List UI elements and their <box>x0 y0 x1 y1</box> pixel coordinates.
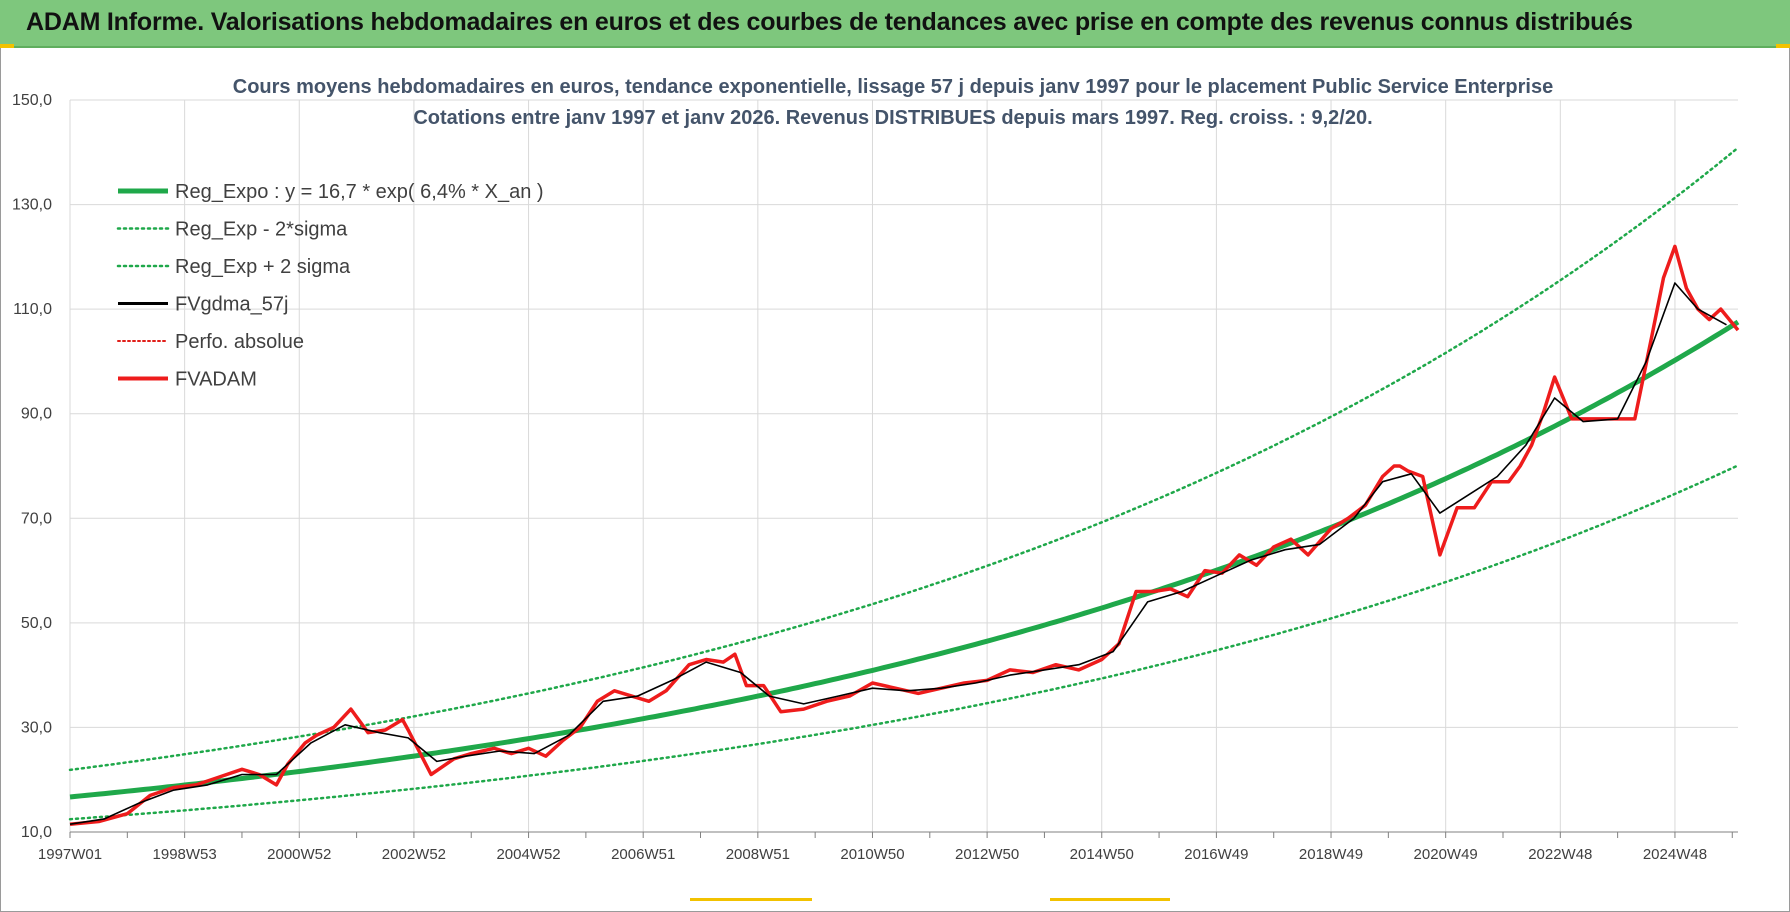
x-tick-label: 2012W50 <box>955 846 1019 863</box>
corner-marker-right <box>1776 44 1790 48</box>
y-tick-label: 130,0 <box>12 197 52 214</box>
chart-title: Cours moyens hebdomadaires en euros, ten… <box>233 76 1553 98</box>
x-tick-label: 2006W51 <box>611 846 675 863</box>
chart-series <box>68 146 1740 826</box>
reg-expo-line <box>69 319 1740 800</box>
footer-highlight-2 <box>1050 898 1170 901</box>
x-tick-label: 2010W50 <box>840 846 904 863</box>
x-tick-label: 2018W49 <box>1299 846 1363 863</box>
legend-label: FVgdma_57j <box>175 294 288 316</box>
legend-label: Perfo. absolue <box>175 331 304 353</box>
legend-label: Reg_Expo : y = 16,7 * exp( 6,4% * X_an ) <box>175 181 544 203</box>
y-axis-ticks: 10,0 30,0 50,0 70,0 90,0 110,0 130,0 150,0 <box>12 92 52 841</box>
y-tick-label: 70,0 <box>21 510 52 527</box>
x-tick-label: 2004W52 <box>496 846 560 863</box>
reg-exp-plus-2sigma-line <box>68 146 1740 772</box>
y-tick-label: 110,0 <box>13 301 52 318</box>
chart-legend: Reg_Expo : y = 16,7 * exp( 6,4% * X_an )… <box>116 181 544 391</box>
x-tick-label: 1998W53 <box>153 846 217 863</box>
legend-label: Reg_Exp - 2*sigma <box>175 219 348 241</box>
legend-label: Reg_Exp + 2 sigma <box>175 256 351 278</box>
y-tick-label: 150,0 <box>12 92 52 109</box>
legend-label: FVADAM <box>175 369 257 391</box>
fvadam-line <box>69 244 1740 826</box>
chart-subtitle: Cotations entre janv 1997 et janv 2026. … <box>413 107 1372 129</box>
y-tick-label: 30,0 <box>21 719 52 736</box>
y-tick-label: 50,0 <box>21 615 52 632</box>
fvgdma-57j-line <box>69 282 1727 825</box>
x-tick-label: 2008W51 <box>726 846 790 863</box>
report-title: ADAM Informe. Valorisations hebdomadaire… <box>26 8 1633 36</box>
x-tick-label: 2022W48 <box>1528 846 1592 863</box>
reg-exp-minus-2sigma-line <box>68 464 1740 821</box>
x-tick-label: 2000W52 <box>267 846 331 863</box>
x-tick-label: 2014W50 <box>1070 846 1134 863</box>
x-tick-label: 2020W49 <box>1414 846 1478 863</box>
y-tick-label: 10,0 <box>21 824 52 841</box>
x-axis-ticks: 1997W01 1998W53 2000W52 2002W52 2004W52 2006W… <box>38 846 1707 863</box>
y-tick-label: 90,0 <box>21 406 52 423</box>
x-tick-label: 2024W48 <box>1643 846 1707 863</box>
x-tick-label: 1997W01 <box>38 846 102 863</box>
report-banner: ADAM Informe. Valorisations hebdomadaire… <box>0 0 1790 48</box>
footer-highlight-1 <box>690 898 812 901</box>
x-tick-label: 2002W52 <box>382 846 446 863</box>
chart-grid <box>69 99 1738 838</box>
corner-marker-left <box>0 44 14 48</box>
x-tick-label: 2016W49 <box>1184 846 1248 863</box>
